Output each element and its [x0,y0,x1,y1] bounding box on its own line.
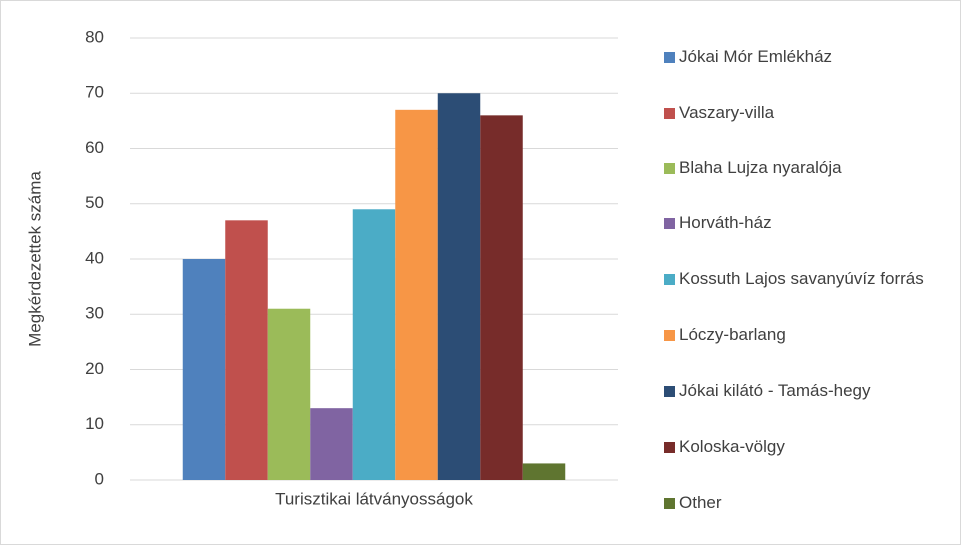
y-tick-label: 0 [95,469,104,488]
legend-swatch [664,442,675,453]
bar [437,93,481,480]
y-tick-label: 40 [85,248,104,267]
bar [522,463,566,480]
legend-swatch [664,498,675,509]
legend-label: Other [679,493,722,512]
legend-swatch [664,330,675,341]
legend-swatch [664,218,675,229]
y-axis-label: Megkérdezettek száma [25,171,44,347]
legend-item: Other [664,491,947,515]
bar [182,259,226,480]
legend-label: Horváth-ház [679,213,772,232]
legend-swatch [664,274,675,285]
y-tick-label: 20 [85,359,104,378]
legend-label: Jókai Mór Emlékház [679,47,833,66]
bar [352,209,396,480]
y-tick-label: 30 [85,304,104,323]
x-tick-label: Turisztikai látványosságok [275,489,473,508]
legend-swatch [664,52,675,63]
bar [480,115,523,480]
y-tick-label: 60 [85,138,104,157]
y-tick-label: 70 [85,83,104,102]
legend-label: Blaha Lujza nyaralója [679,158,842,177]
legend-label: Lóczy-barlang [679,325,786,344]
legend-item: Koloska-völgy [664,435,947,459]
legend-swatch [664,108,675,119]
y-tick-label: 80 [85,27,104,46]
bar [267,308,311,480]
legend-swatch [664,163,675,174]
legend-label: Jókai kilátó - Tamás-hegy [679,381,871,400]
bar [310,408,353,480]
legend-label: Koloska-völgy [679,437,785,456]
legend-label: Vaszary-villa [679,103,775,122]
bar [225,220,268,480]
legend-item: Horváth-ház [664,211,947,235]
legend-item: Jókai kilátó - Tamás-hegy [664,379,947,403]
legend-swatch [664,386,675,397]
bar [395,109,438,480]
legend-label: Kossuth Lajos savanyúvíz forrás [679,269,924,288]
legend-item: Jókai Mór Emlékház [664,45,947,69]
legend-item: Blaha Lujza nyaralója [664,156,947,180]
y-tick-label: 10 [85,414,104,433]
legend-item: Kossuth Lajos savanyúvíz forrás [664,267,947,291]
y-tick-label: 50 [85,193,104,212]
legend-item: Vaszary-villa [664,101,947,125]
legend-item: Lóczy-barlang [664,323,947,347]
